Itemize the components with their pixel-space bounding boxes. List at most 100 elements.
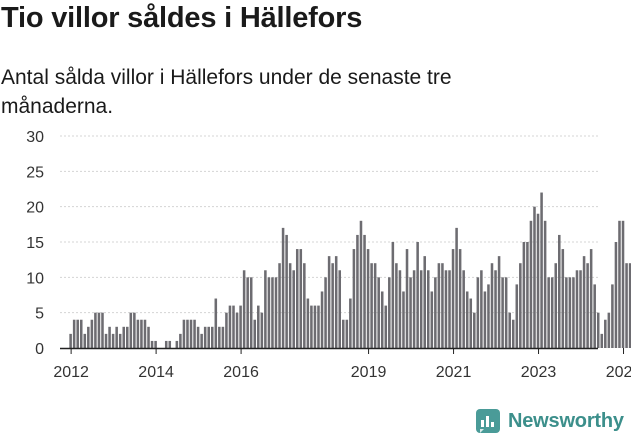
bar: [143, 319, 147, 348]
bar: [455, 227, 458, 348]
bar: [508, 312, 511, 348]
y-tick-label: 30: [26, 129, 44, 146]
bar: [526, 242, 529, 348]
bar: [94, 312, 97, 348]
bar: [607, 312, 611, 348]
y-tick-label: 20: [26, 200, 44, 217]
bar: [487, 284, 490, 348]
bar: [285, 234, 288, 348]
bar: [575, 270, 579, 348]
bar: [618, 220, 621, 348]
bar: [136, 319, 140, 348]
bar: [129, 312, 133, 348]
bar: [476, 277, 480, 348]
bar: [621, 220, 625, 348]
bar: [147, 326, 150, 348]
bar: [320, 291, 324, 348]
bar: [338, 270, 342, 348]
bar: [600, 333, 604, 348]
bar: [593, 284, 596, 348]
bar: [572, 277, 575, 348]
bar: [370, 263, 373, 348]
bar: [196, 326, 200, 348]
bar: [419, 270, 423, 348]
bar: [108, 326, 111, 348]
bar: [235, 312, 239, 348]
bar: [345, 319, 349, 348]
bar: [150, 340, 154, 348]
bar: [565, 277, 568, 348]
bar: [115, 326, 118, 348]
brand-logo[interactable]: Newsworthy: [476, 409, 624, 433]
bar: [356, 234, 359, 348]
bar: [87, 326, 90, 348]
bar: [140, 319, 143, 348]
bar: [458, 249, 462, 348]
bar: [179, 333, 182, 348]
bar: [260, 312, 264, 348]
bar: [193, 319, 196, 348]
bar: [554, 263, 558, 348]
bar: [426, 270, 430, 348]
bar: [225, 312, 228, 348]
bar: [207, 326, 210, 348]
bar: [317, 305, 320, 348]
x-tick-label: 2012: [53, 364, 89, 381]
bar: [122, 326, 126, 348]
bar: [462, 270, 465, 348]
bar: [79, 319, 83, 348]
bar: [412, 270, 416, 348]
bar: [380, 291, 384, 348]
bar: [303, 263, 306, 348]
bar: [292, 270, 295, 348]
bar: [611, 284, 614, 348]
bar: [97, 312, 101, 348]
bar: [497, 256, 501, 348]
bar: [327, 256, 331, 348]
chart-subtitle: Antal sålda villor i Hällefors under de …: [1, 66, 452, 118]
bar: [434, 277, 437, 348]
bar: [547, 277, 550, 348]
bar: [175, 340, 179, 348]
bar: [384, 305, 388, 348]
bar: [200, 333, 203, 348]
bar: [168, 340, 172, 348]
bar: [402, 291, 405, 348]
bar: [533, 206, 536, 348]
bar: [398, 270, 402, 348]
bar: [444, 270, 448, 348]
y-tick-label: 10: [26, 270, 44, 287]
chart-title: Tio villor såldes i Hällefors: [1, 2, 363, 34]
x-tick-label: 2014: [138, 364, 174, 381]
bar: [182, 319, 186, 348]
bar: [271, 277, 274, 348]
bar: [377, 277, 380, 348]
bar: [228, 305, 232, 348]
bar: [511, 319, 515, 348]
brand-name: Newsworthy: [508, 409, 624, 432]
bar: [490, 263, 494, 348]
bar: [118, 333, 122, 348]
y-tick-label: 25: [26, 164, 44, 181]
tick-labels: 0510152025302012201420162019202120232025…: [26, 129, 631, 381]
bar: [90, 319, 94, 348]
bar: [133, 312, 136, 348]
y-tick-label: 5: [35, 306, 44, 323]
bar: [264, 270, 267, 348]
bar: [126, 326, 129, 348]
bar: [388, 277, 391, 348]
bar: [366, 249, 370, 348]
bar: [480, 270, 483, 348]
bar: [430, 291, 434, 348]
bar: [274, 277, 278, 348]
bar: [203, 326, 207, 348]
bar: [101, 312, 104, 348]
bar: [437, 263, 441, 348]
bar: [589, 249, 593, 348]
bar: [214, 298, 218, 348]
bar: [278, 263, 281, 348]
bar: [522, 242, 526, 348]
bar: [359, 220, 363, 348]
bar: [232, 305, 235, 348]
